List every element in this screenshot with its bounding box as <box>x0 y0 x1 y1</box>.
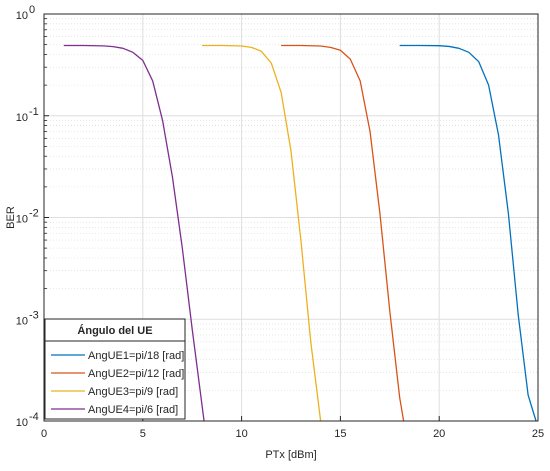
y-tick-exponent: -1 <box>29 106 39 118</box>
x-tick-label: 10 <box>235 428 247 440</box>
series-line-4 <box>63 44 205 422</box>
y-tick-label: 10 <box>16 112 28 124</box>
series-line-1 <box>399 44 537 422</box>
y-tick-exponent: -4 <box>29 411 39 423</box>
legend-label-4: AngUE4=pi/6 [rad] <box>88 404 178 416</box>
series-layer <box>63 44 537 422</box>
x-tick-label: 25 <box>532 428 544 440</box>
y-tick-exponent: 0 <box>29 4 35 16</box>
x-tick-labels: 0 5 10 15 20 25 <box>41 428 544 440</box>
legend-title: Ángulo del UE <box>77 324 152 337</box>
y-axis-label: BER <box>5 206 17 229</box>
x-tick-label: 15 <box>334 428 346 440</box>
y-tick-label: 10 <box>16 214 28 226</box>
legend-label-3: AngUE3=pi/9 [rad] <box>88 386 178 398</box>
y-tick-exponent: -3 <box>29 309 39 321</box>
x-tick-label: 20 <box>433 428 445 440</box>
legend-box <box>44 318 186 420</box>
series-line-3 <box>202 44 322 422</box>
x-tick-label: 0 <box>41 428 47 440</box>
series-line-2 <box>281 44 405 422</box>
y-tick-label: 10 <box>16 417 28 429</box>
legend: Ángulo del UE AngUE1=pi/18 [rad] AngUE2=p… <box>44 318 186 420</box>
x-tick-label: 5 <box>140 428 146 440</box>
y-tick-label: 10 <box>16 315 28 327</box>
legend-label-2: AngUE2=pi/12 [rad] <box>88 368 184 380</box>
legend-label-1: AngUE1=pi/18 [rad] <box>88 350 184 362</box>
y-tick-exponent: -2 <box>29 208 39 220</box>
legend-items: AngUE1=pi/18 [rad] AngUE2=pi/12 [rad] AngU… <box>51 350 184 416</box>
y-tick-label: 10 <box>16 10 28 22</box>
x-axis-label: PTx [dBm] <box>265 449 316 461</box>
